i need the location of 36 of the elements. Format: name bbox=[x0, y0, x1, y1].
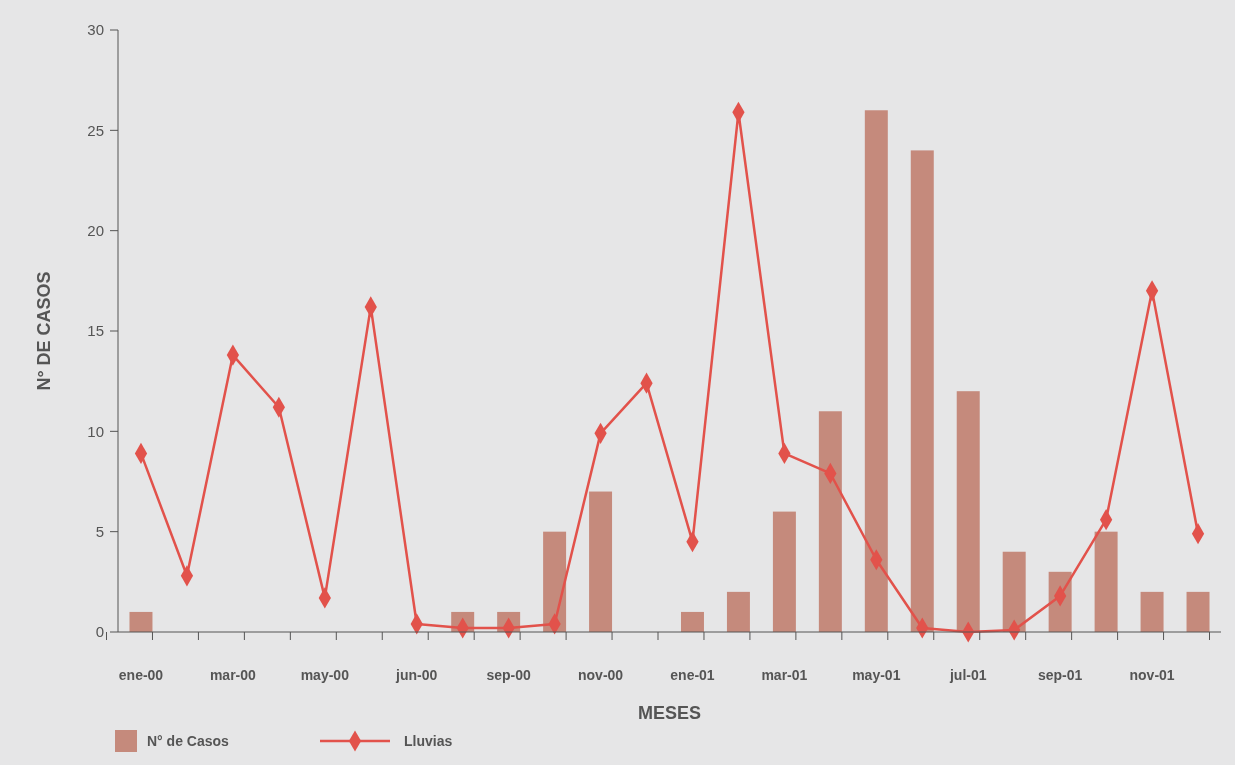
x-tick-label: sep-01 bbox=[1037, 667, 1083, 683]
bar bbox=[772, 511, 796, 632]
bar bbox=[1094, 531, 1118, 632]
bar bbox=[910, 150, 934, 632]
bar bbox=[1140, 591, 1164, 632]
x-axis-title: MESES bbox=[637, 703, 702, 723]
legend-label: Lluvias bbox=[404, 732, 453, 749]
x-tick-label: ene-01 bbox=[670, 667, 715, 683]
bar bbox=[589, 491, 613, 632]
bar bbox=[726, 591, 750, 632]
x-tick-label: mar-01 bbox=[761, 667, 808, 683]
x-tick-label: nov-01 bbox=[1129, 667, 1175, 683]
bar bbox=[864, 110, 888, 632]
y-tick-label: 5 bbox=[95, 522, 104, 540]
x-tick-label: mar-00 bbox=[209, 667, 257, 683]
bar bbox=[818, 411, 842, 632]
x-tick-label: ene-00 bbox=[118, 667, 164, 683]
bar bbox=[1186, 591, 1210, 632]
y-tick-label: 20 bbox=[87, 221, 104, 239]
x-tick-label: nov-00 bbox=[578, 667, 624, 683]
x-tick-label: may-01 bbox=[852, 667, 901, 683]
x-tick-label: jul-01 bbox=[948, 667, 987, 683]
x-tick-label: may-00 bbox=[300, 667, 350, 683]
y-tick-label: 10 bbox=[87, 422, 104, 440]
y-tick-label: 15 bbox=[87, 322, 104, 340]
x-tick-label: sep-00 bbox=[486, 667, 532, 683]
y-tick-label: 30 bbox=[87, 21, 104, 39]
y-tick-label: 0 bbox=[95, 623, 104, 641]
bar bbox=[129, 611, 153, 632]
legend-label: N° de Casos bbox=[147, 732, 230, 749]
y-axis-title: N° DE CASOS bbox=[34, 271, 54, 391]
x-tick-label: jun-00 bbox=[395, 667, 438, 683]
bar bbox=[956, 391, 980, 632]
y-tick-label: 25 bbox=[87, 121, 104, 139]
bar bbox=[1002, 551, 1026, 632]
bar bbox=[680, 611, 704, 632]
